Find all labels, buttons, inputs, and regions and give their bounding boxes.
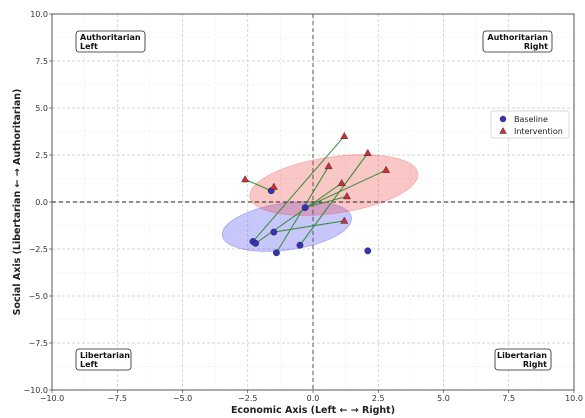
- quadrant-label-line2: Right: [523, 360, 547, 369]
- y-axis-label: Social Axis (Libertarian ← → Authoritari…: [12, 89, 23, 316]
- quadrant-label-box: [494, 348, 552, 371]
- baseline-point: [273, 249, 280, 257]
- connection-line: [304, 169, 387, 209]
- intervention-point: [269, 182, 278, 190]
- legend-marker-intervention: [499, 127, 507, 134]
- x-tick-label: −5.0: [173, 394, 192, 403]
- x-tick-label: −2.5: [238, 394, 257, 403]
- intervention-point: [342, 192, 351, 200]
- intervention-point: [382, 165, 391, 173]
- x-tick-label: 7.5: [502, 394, 515, 403]
- y-tick-label: 5.0: [35, 104, 48, 113]
- y-tick-label: 0.0: [35, 198, 48, 207]
- x-tick-label: −7.5: [108, 394, 127, 403]
- axis-ticks: −10.0 −7.5 −5.0 −2.5 0.0 2.5 5.0 7.5 10.0 10.0 7.5…: [23, 10, 582, 403]
- connection-line: [305, 195, 348, 209]
- baseline-point: [301, 204, 309, 212]
- quadrant-labels: AuthoritarianLeftAuthoritarianRightLiber…: [75, 30, 553, 371]
- intervention-point: [324, 162, 333, 170]
- baseline-point: [364, 247, 372, 255]
- x-tick-label: 0.0: [307, 394, 320, 403]
- connection-line: [273, 220, 345, 233]
- quadrant-label-line1: Authoritarian: [80, 33, 141, 42]
- quadrant-label-line2: Left: [80, 42, 98, 51]
- intervention-point: [340, 216, 349, 224]
- intervention-point: [363, 148, 372, 156]
- legend-label: Intervention: [514, 127, 563, 136]
- baseline-point: [252, 239, 259, 247]
- legend-box: [490, 110, 570, 139]
- data-points: [241, 131, 391, 257]
- quadrant-label-line1: Authoritarian: [487, 33, 548, 42]
- intervention-point: [337, 178, 346, 187]
- x-tick-label: 2.5: [372, 394, 385, 403]
- baseline-point: [270, 228, 278, 236]
- quadrant-label-line2: Right: [524, 42, 548, 51]
- quadrant-label-line1: Libertarian: [497, 351, 547, 360]
- quadrant-label-box: [482, 30, 553, 53]
- y-tick-label: 7.5: [35, 57, 48, 66]
- quadrant-label-line1: Libertarian: [80, 351, 130, 360]
- intervention-point: [241, 175, 250, 183]
- y-tick-label: −5.0: [29, 292, 48, 301]
- legend-marker-baseline: [499, 115, 507, 123]
- y-tick-label: 2.5: [35, 151, 48, 160]
- connection-line: [252, 135, 345, 242]
- quadrant-label-box: [75, 348, 132, 371]
- y-tick-label: −7.5: [29, 339, 48, 348]
- x-tick-label: 5.0: [437, 394, 450, 403]
- y-tick-label: −2.5: [29, 245, 48, 254]
- intervention-point: [340, 131, 349, 140]
- y-tick-label: 10.0: [30, 10, 48, 19]
- x-tick-label: −10.0: [40, 394, 65, 403]
- zero-lines: [52, 14, 574, 390]
- connection-line: [255, 182, 343, 244]
- intervention-ellipse: [249, 154, 419, 216]
- connection-line: [299, 152, 369, 246]
- x-tick-label: 10.0: [565, 394, 583, 403]
- y-tick-label: −10.0: [23, 386, 48, 395]
- x-axis-label: Economic Axis (Left ← → Right): [231, 405, 395, 416]
- connection-line: [244, 178, 272, 192]
- baseline-point: [296, 241, 304, 249]
- legend: Baseline Intervention: [490, 110, 570, 139]
- legend-label: Baseline: [514, 115, 548, 124]
- quadrant-label-box: [75, 30, 146, 53]
- quadrant-label-line2: Left: [80, 360, 98, 369]
